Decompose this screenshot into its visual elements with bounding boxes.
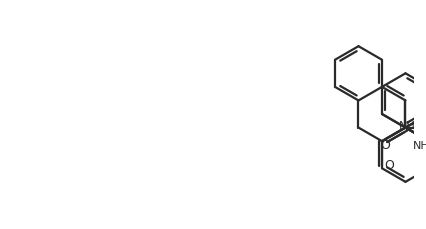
Text: O: O [383, 159, 393, 172]
Text: NH: NH [412, 141, 426, 151]
Text: NH: NH [398, 121, 415, 131]
Text: O: O [380, 139, 389, 152]
